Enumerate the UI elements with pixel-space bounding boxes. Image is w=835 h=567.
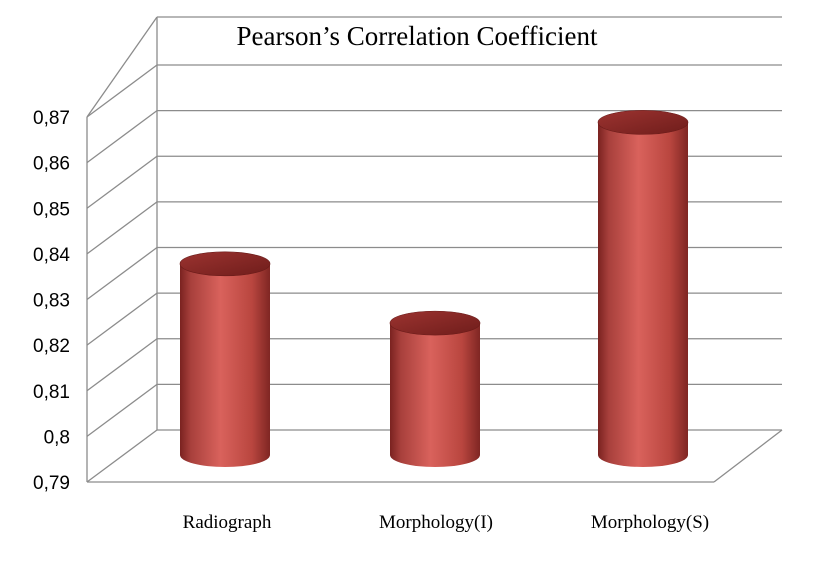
y-tick-label: 0,8 xyxy=(44,427,70,448)
x-category-labels: Radiograph Morphology(I) Morphology(S) xyxy=(183,512,709,533)
gridline-diagonal xyxy=(86,246,158,301)
bar-body xyxy=(598,122,688,467)
gridline-diagonal xyxy=(86,155,158,209)
y-tick-label: 0,87 xyxy=(33,108,70,129)
gridline-diagonal xyxy=(86,429,158,483)
chart-title: Pearson’s Correlation Coefficient xyxy=(237,21,598,51)
y-tick-label: 0,82 xyxy=(33,336,70,357)
bars xyxy=(179,110,689,467)
y-tick-label: 0,86 xyxy=(33,154,70,175)
y-tick-labels: 0,79 0,8 0,81 0,82 0,83 0,84 0,85 0,86 0,87 xyxy=(33,108,70,494)
gridline-diagonal xyxy=(86,292,158,346)
bar-top-cap xyxy=(179,251,271,277)
y-tick-label: 0,84 xyxy=(33,245,70,266)
gridline-diagonal xyxy=(86,338,158,392)
x-category-label: Morphology(S) xyxy=(591,512,709,533)
gridline-diagonal xyxy=(86,110,158,164)
y-tick-label: 0,81 xyxy=(33,382,70,403)
gridline-diagonal-top xyxy=(86,16,158,118)
bar xyxy=(179,251,271,467)
gridline-diagonal xyxy=(86,201,158,255)
x-category-label: Radiograph xyxy=(183,512,272,533)
bar xyxy=(597,110,689,467)
gridline-diagonal xyxy=(86,64,158,118)
gridline-diagonal xyxy=(86,383,158,437)
x-category-label: Morphology(I) xyxy=(379,512,493,533)
y-tick-label: 0,79 xyxy=(33,473,70,494)
bar-body xyxy=(390,323,480,467)
bar xyxy=(389,310,481,467)
floor-right-edge xyxy=(713,429,783,483)
y-tick-label: 0,83 xyxy=(33,291,70,312)
bar-top-cap xyxy=(597,110,689,135)
bar-body xyxy=(180,263,270,467)
bar-top-cap xyxy=(389,310,481,336)
y-tick-label: 0,85 xyxy=(33,199,70,220)
y-axis xyxy=(86,17,783,483)
